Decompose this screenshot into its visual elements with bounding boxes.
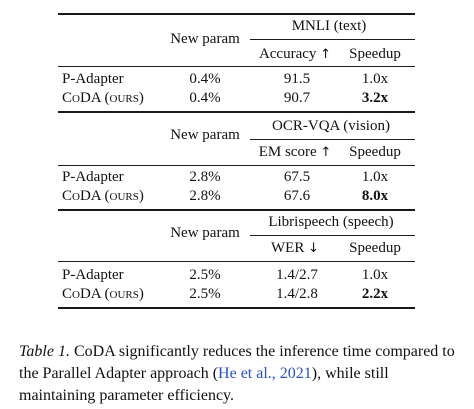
section-divider [58,111,415,113]
method-name: P-Adapter [62,267,124,283]
param-value: 2.5% [189,267,221,283]
param-header: New param [170,31,240,47]
param-value: 2.5% [189,286,221,302]
speedup-value: 3.2x [361,90,389,106]
table-top-rule [58,13,415,15]
metric-value: 1.4/2.8 [276,286,318,302]
task-underline [250,139,415,140]
table-caption: Table 1. CoDA significantly reduces the … [19,341,459,407]
method-name: CoDA (ours) [62,90,144,106]
method-name: CoDA (ours) [62,188,144,204]
param-header: New param [170,225,240,241]
task-header: OCR-VQA (vision) [272,118,390,134]
section-header-rule [58,261,415,262]
table-bottom-rule [58,307,415,309]
speedup-header: Speedup [349,144,401,160]
section-header-rule [58,66,415,67]
param-value: 0.4% [189,90,221,106]
param-value: 0.4% [189,71,221,87]
method-name: P-Adapter [62,169,124,185]
metric-value: 67.5 [283,169,311,185]
up-arrow-icon: ↑ [320,47,332,62]
speedup-header: Speedup [349,240,401,256]
metric-header: EM score ↑ [258,144,332,160]
section-divider [58,209,415,211]
task-underline [250,39,415,40]
method-name: CoDA (ours) [62,286,144,302]
metric-value: 91.5 [283,71,311,87]
speedup-value: 8.0x [361,188,389,204]
speedup-value: 1.0x [361,267,389,283]
caption-text: CoDA significantly reduces the inference… [19,343,455,382]
speedup-value: 2.2x [361,286,389,302]
caption-label: Table 1. [19,343,70,360]
speedup-header: Speedup [349,46,401,62]
param-header: New param [170,127,240,143]
speedup-value: 1.0x [361,169,389,185]
metric-header: WER ↓ [271,240,319,256]
task-header: Librispeech (speech) [268,214,394,230]
param-value: 2.8% [189,188,221,204]
metric-header: Accuracy ↑ [258,46,332,62]
up-arrow-icon: ↑ [320,145,332,160]
metric-value: 1.4/2.7 [276,267,318,283]
citation-link[interactable]: He et al., 2021 [218,365,312,382]
task-header: MNLI (text) [291,18,367,34]
method-name: P-Adapter [62,71,124,87]
param-value: 2.8% [189,169,221,185]
caption-text-end: ), while still maintaining parameter eff… [19,365,389,404]
speedup-value: 1.0x [361,71,389,87]
down-arrow-icon: ↓ [308,241,319,256]
section-header-rule [58,165,415,166]
metric-value: 67.6 [283,188,311,204]
metric-value: 90.7 [283,90,311,106]
task-underline [250,235,415,236]
